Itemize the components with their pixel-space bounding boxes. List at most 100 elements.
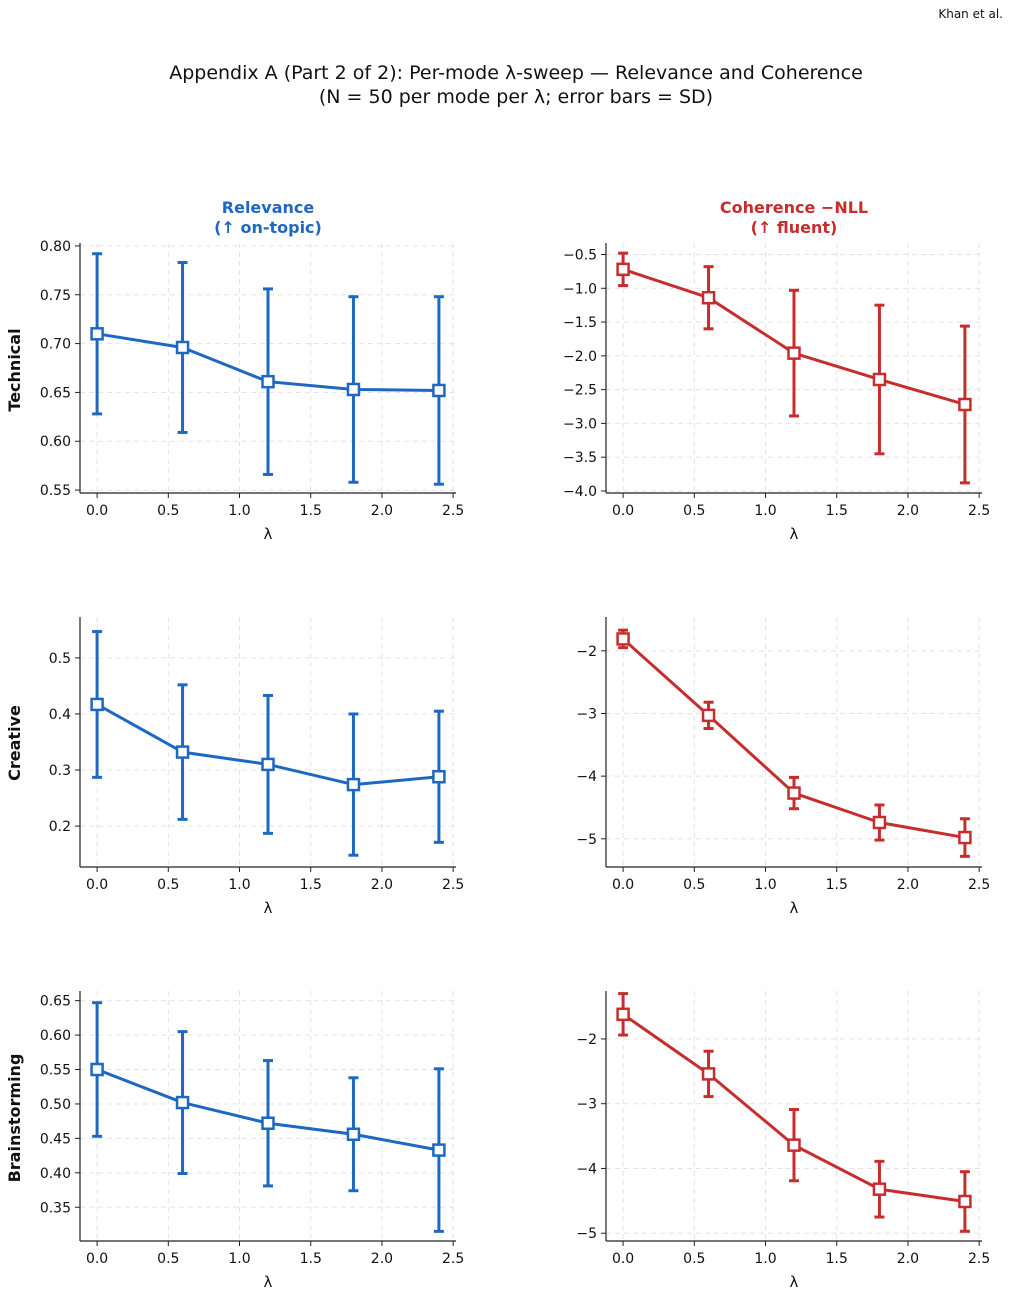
- data-point: [432, 770, 446, 784]
- data-point: [701, 1067, 716, 1081]
- panel-creative-relevance: 0.0 0.5 1.0 1.5 2.0 2.5 0.2 0.3 0.4 0.5 λ: [49, 617, 464, 917]
- x-axis-label: λ: [790, 525, 799, 543]
- y-tick-label: 0.55: [40, 1063, 71, 1079]
- y-tick-label: 0.60: [40, 1028, 71, 1044]
- x-tick-label: 0.5: [683, 1251, 705, 1267]
- y-tick-label: 0.50: [40, 1097, 71, 1113]
- panel-technical-relevance: 0.0 0.5 1.0 1.5 2.0 2.5 0.55 0.60 0.65 0.70 0.75 0.…: [40, 239, 464, 543]
- y-tick-label: 0.60: [40, 434, 71, 450]
- x-tick-label: 2.0: [897, 877, 919, 893]
- x-tick-label: 2.0: [371, 877, 393, 893]
- x-axis-label: λ: [264, 1273, 273, 1291]
- y-tick-label: −2: [576, 1032, 597, 1048]
- y-tick-label: −4: [576, 769, 597, 785]
- y-tick-label: −2.5: [563, 383, 597, 399]
- data-point: [872, 1182, 887, 1196]
- y-tick-label: −1.0: [563, 281, 597, 297]
- x-tick-label: 1.0: [228, 503, 250, 519]
- x-tick-label: 1.0: [754, 1251, 776, 1267]
- data-point: [958, 830, 972, 845]
- x-tick-label: 1.5: [300, 1251, 322, 1267]
- x-tick-label: 1.5: [300, 503, 322, 519]
- data-point: [872, 815, 887, 830]
- y-tick-label: −3: [576, 1097, 597, 1113]
- panel-technical-coherence: 0.0 0.5 1.0 1.5 2.0 2.5 −0.5 −1.0 −1.5 −2.0 −2.5 −3…: [563, 243, 990, 543]
- data-point: [787, 346, 801, 360]
- y-tick-label: −5: [576, 832, 597, 848]
- x-tick-label: 0.0: [612, 503, 634, 519]
- data-point: [346, 777, 361, 792]
- panels: 0.0 0.5 1.0 1.5 2.0 2.5 0.55 0.60 0.65 0.70 0.75 0.…: [40, 239, 990, 1291]
- y-tick-label: 0.75: [40, 288, 71, 304]
- figure-title-line1: Appendix A (Part 2 of 2): Per-mode λ-swe…: [169, 62, 863, 84]
- x-tick-label: 2.5: [442, 877, 464, 893]
- y-tick-label: −4.0: [563, 484, 597, 500]
- y-tick-label: −2.0: [563, 349, 597, 365]
- y-tick-label: 0.70: [40, 337, 71, 353]
- x-tick-label: 2.0: [897, 1251, 919, 1267]
- data-point: [872, 372, 887, 387]
- x-tick-label: 1.0: [228, 1251, 250, 1267]
- data-point: [90, 327, 104, 341]
- row-label-creative: Creative: [5, 705, 24, 781]
- x-tick-label: 1.0: [228, 877, 250, 893]
- x-axis-label: λ: [790, 899, 799, 917]
- x-tick-label: 2.0: [371, 1251, 393, 1267]
- y-tick-label: 0.5: [49, 651, 71, 667]
- x-tick-label: 2.5: [968, 1251, 990, 1267]
- column-title-coherence-line2: (↑ fluent): [751, 218, 838, 237]
- x-tick-label: 2.0: [371, 503, 393, 519]
- panel-brainstorming-relevance: 0.0 0.5 1.0 1.5 2.0 2.5 0.35 0.40 0.45 0.50 0.55 0.…: [40, 991, 464, 1291]
- x-tick-label: 0.5: [157, 503, 179, 519]
- y-tick-label: 0.2: [49, 819, 71, 835]
- y-tick-label: 0.45: [40, 1131, 71, 1147]
- x-tick-label: 1.0: [754, 877, 776, 893]
- column-title-relevance-line2: (↑ on-topic): [214, 218, 322, 237]
- x-tick-label: 0.0: [612, 1251, 634, 1267]
- y-tick-label: 0.40: [40, 1166, 71, 1182]
- x-tick-label: 0.5: [157, 1251, 179, 1267]
- y-tick-label: −2: [576, 644, 597, 660]
- data-point: [432, 383, 446, 398]
- x-tick-label: 0.5: [683, 503, 705, 519]
- y-tick-label: 0.65: [40, 994, 71, 1010]
- x-tick-label: 0.5: [683, 877, 705, 893]
- data-point: [175, 1095, 190, 1110]
- data-point: [346, 1127, 361, 1142]
- y-tick-label: 0.65: [40, 385, 71, 401]
- data-point: [701, 290, 716, 305]
- data-point: [958, 397, 972, 412]
- row-label-technical: Technical: [5, 328, 24, 411]
- x-tick-label: 0.0: [86, 1251, 108, 1267]
- x-tick-label: 2.5: [968, 503, 990, 519]
- y-tick-label: 0.80: [40, 239, 71, 255]
- data-point: [175, 340, 190, 355]
- data-point: [90, 1062, 104, 1077]
- x-tick-label: 2.5: [442, 503, 464, 519]
- data-point: [701, 708, 716, 723]
- x-tick-label: 1.5: [826, 877, 848, 893]
- x-tick-label: 2.5: [968, 877, 990, 893]
- data-point: [90, 697, 104, 712]
- data-point: [787, 1138, 801, 1152]
- data-point: [346, 382, 361, 397]
- y-tick-label: 0.55: [40, 483, 71, 499]
- x-tick-label: 1.0: [754, 503, 776, 519]
- data-point: [616, 262, 630, 277]
- x-axis-label: λ: [264, 525, 273, 543]
- y-tick-label: 0.3: [49, 763, 71, 779]
- x-tick-label: 1.5: [826, 1251, 848, 1267]
- x-tick-label: 0.5: [157, 877, 179, 893]
- x-tick-label: 1.5: [826, 503, 848, 519]
- y-tick-label: −0.5: [563, 247, 597, 263]
- x-tick-label: 0.0: [86, 877, 108, 893]
- data-point: [432, 1143, 446, 1157]
- x-tick-label: 1.5: [300, 877, 322, 893]
- y-tick-label: −4: [576, 1161, 597, 1177]
- column-title-coherence-line1: Coherence −NLL: [720, 198, 868, 217]
- y-tick-label: −1.5: [563, 315, 597, 331]
- y-tick-label: 0.35: [40, 1200, 71, 1216]
- y-tick-label: −3: [576, 706, 597, 722]
- column-title-relevance-line1: Relevance: [222, 198, 315, 217]
